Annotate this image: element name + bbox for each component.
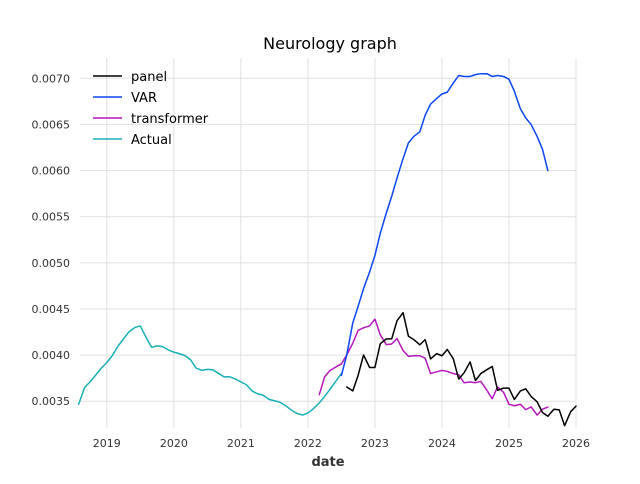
series-layer <box>77 72 577 427</box>
y-tick-label: 0.0060 <box>32 165 71 178</box>
legend-label: panel <box>131 70 167 85</box>
legend-label: VAR <box>131 91 157 106</box>
legend-item-actual: Actual <box>93 133 172 148</box>
x-tick-label: 2020 <box>160 437 188 450</box>
x-tick-label: 2023 <box>361 437 389 450</box>
x-tick-label: 2024 <box>428 437 456 450</box>
y-tick-label: 0.0035 <box>32 395 71 408</box>
y-tick-label: 0.0065 <box>32 118 71 131</box>
legend-item-panel: panel <box>93 70 167 85</box>
series-line-var <box>340 72 549 377</box>
chart-title: Neurology graph <box>263 34 397 53</box>
grid-lines <box>80 58 577 428</box>
series-line-panel <box>346 311 577 427</box>
x-tick-label: 2022 <box>294 437 322 450</box>
legend-label: Actual <box>131 133 172 148</box>
y-tick-label: 0.0070 <box>32 72 71 85</box>
x-axis-label: date <box>311 455 344 470</box>
x-axis-ticks: 2019 2020 2021 2022 2023 2024 2025 2026 <box>93 437 590 450</box>
x-tick-label: 2026 <box>562 437 590 450</box>
legend-item-transformer: transformer <box>93 112 209 127</box>
y-tick-label: 0.0040 <box>32 349 71 362</box>
legend: panel VAR transformer Actual <box>93 70 209 148</box>
x-tick-label: 2025 <box>495 437 523 450</box>
y-tick-label: 0.0050 <box>32 257 71 270</box>
y-tick-label: 0.0045 <box>32 303 71 316</box>
legend-label: transformer <box>131 112 209 127</box>
x-tick-label: 2021 <box>227 437 255 450</box>
y-axis-ticks: 0.0035 0.0040 0.0045 0.0050 0.0055 0.0060 0.00… <box>32 72 71 408</box>
series-line-actual <box>77 325 343 416</box>
y-tick-label: 0.0055 <box>32 211 71 224</box>
series-line-transformer <box>318 318 549 416</box>
x-tick-label: 2019 <box>93 437 121 450</box>
legend-item-var: VAR <box>93 91 157 106</box>
